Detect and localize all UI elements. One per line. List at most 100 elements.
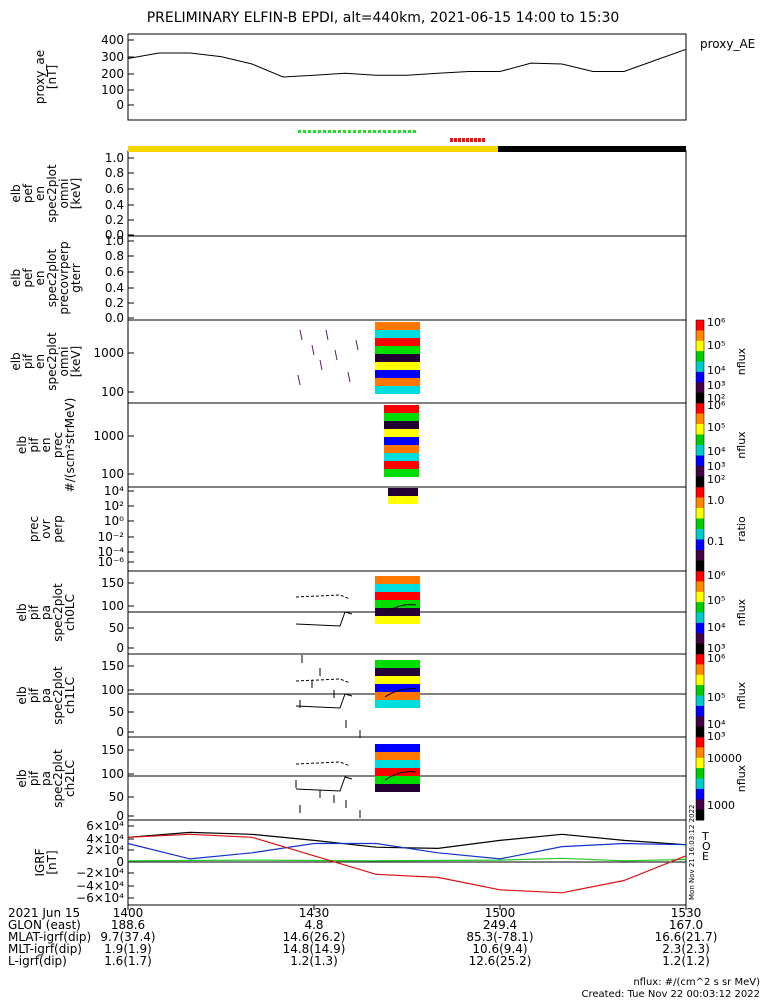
spectrogram-cell [385,576,390,584]
spectrogram-cell [404,413,409,421]
science-zone-mark [318,130,321,133]
spectrogram-cell [410,608,415,616]
spectrogram-cell [404,429,409,437]
colorbar-segment [696,523,704,530]
spectrogram-cell [375,752,380,760]
colorbar-tick-label: 10000 [707,752,742,765]
spectrogram-cell [404,437,409,445]
tick-label: 4×10⁴ [86,832,124,846]
colorbar-segment [696,633,704,639]
colorbar-tick-label: 10⁴ [707,364,726,377]
tick-label: 100 [101,599,124,613]
colorbar-segment [696,591,704,598]
y-axis-label: gterr [69,263,83,292]
science-zone-mark [466,138,469,142]
flux-dash [347,371,351,383]
tick-label: 6×10⁴ [86,819,124,833]
science-zone-mark [470,138,473,142]
spectrogram-cell [390,616,395,624]
spectrogram-cell [409,445,414,453]
tick-label: 100 [101,467,124,481]
spectrogram-cell [414,421,419,429]
spectrogram-cell [405,776,410,784]
footer-created: Created: Tue Nov 22 00:03:12 2022 [581,989,760,1000]
colorbar-segment [696,392,704,399]
spectrogram-cell [385,354,390,362]
spectrogram-cell [400,608,405,616]
spectrogram-cell [380,752,385,760]
y-axis-label: en [33,186,47,201]
colorbar-segment [696,487,704,493]
spectrogram-cell [393,488,398,496]
tick-label: −2×10⁴ [76,866,124,880]
colorbar-label: nflux [735,347,748,375]
loss-cone-solid [384,688,417,698]
science-zone-mark [398,130,401,133]
tick-label: 0.0 [105,228,124,242]
colorbar-segment [696,762,704,769]
spectrogram-cell [410,576,415,584]
spectrogram-cell [408,496,413,504]
spectrogram-cell [414,469,419,477]
y-axis-label: pa [39,688,53,703]
spectrogram-cell [415,684,420,692]
table-cell: 16.6(21.7) [655,930,718,944]
y-axis-label: en [39,438,53,453]
spectrogram-cell [415,576,420,584]
spectrogram-cell [375,346,380,354]
colorbar-segment [696,351,704,357]
spectrogram-cell [394,421,399,429]
colorbar-label: nflux [735,431,748,459]
spectrogram-cell [400,668,405,676]
science-zone-mark [393,130,396,133]
tick-label: 50 [109,790,124,804]
spectrogram-cell [409,421,414,429]
colorbar-segment [696,418,704,425]
colorbar-segment [696,711,704,717]
colorbar-tick-label: 10⁵ [707,421,725,434]
flux-dash [319,359,323,371]
y-axis-label: perp [51,515,65,543]
spectrogram-cell [400,370,405,378]
y-axis-label: elb [15,686,29,704]
spectrogram-cell [380,784,385,792]
spectrogram-cell [390,346,395,354]
spectrogram-cell [380,338,385,346]
colorbar-tick-label: 10³ [707,460,725,473]
spectrogram-cell [389,437,394,445]
igrf-legend-entry: O [702,840,711,853]
spectrogram-cell [415,346,420,354]
colorbar-segment [696,534,704,541]
colorbar-tick-label: 1000 [707,799,735,812]
colorbar-label: nflux [735,681,748,709]
table-cell: 1.2(1.2) [662,954,710,968]
colorbar-segment [696,377,704,383]
spectrogram-cell [395,684,400,692]
y-axis-label: spec2plot [45,332,59,391]
tick-label: 100 [101,767,124,781]
spectrogram-cell [394,445,399,453]
spectrogram-cell [410,668,415,676]
spectrogram-cell [409,461,414,469]
spectrogram-cell [405,616,410,624]
spectrogram-cell [389,413,394,421]
spectrogram-cell [390,684,395,692]
y-axis-label: spec2plot [51,666,65,725]
spectrogram-cell [380,330,385,338]
colorbar-frame [695,736,705,821]
spectrogram-cell [409,469,414,477]
spectrogram-cell [390,370,395,378]
spectrogram-cell [390,362,395,370]
spectrogram-cell [410,592,415,600]
spectrogram-cell [410,386,415,394]
spectrogram-cell [405,744,410,752]
spectrogram-cell [375,592,380,600]
spectrogram-cell [385,322,390,330]
colorbar-segment [696,508,704,514]
spectrogram-cell [415,784,420,792]
colorbar-tick-label: 10⁵ [707,339,725,352]
spectrogram-cell [409,413,414,421]
colorbar-segment [696,550,704,556]
tick-label: 150 [101,576,124,590]
